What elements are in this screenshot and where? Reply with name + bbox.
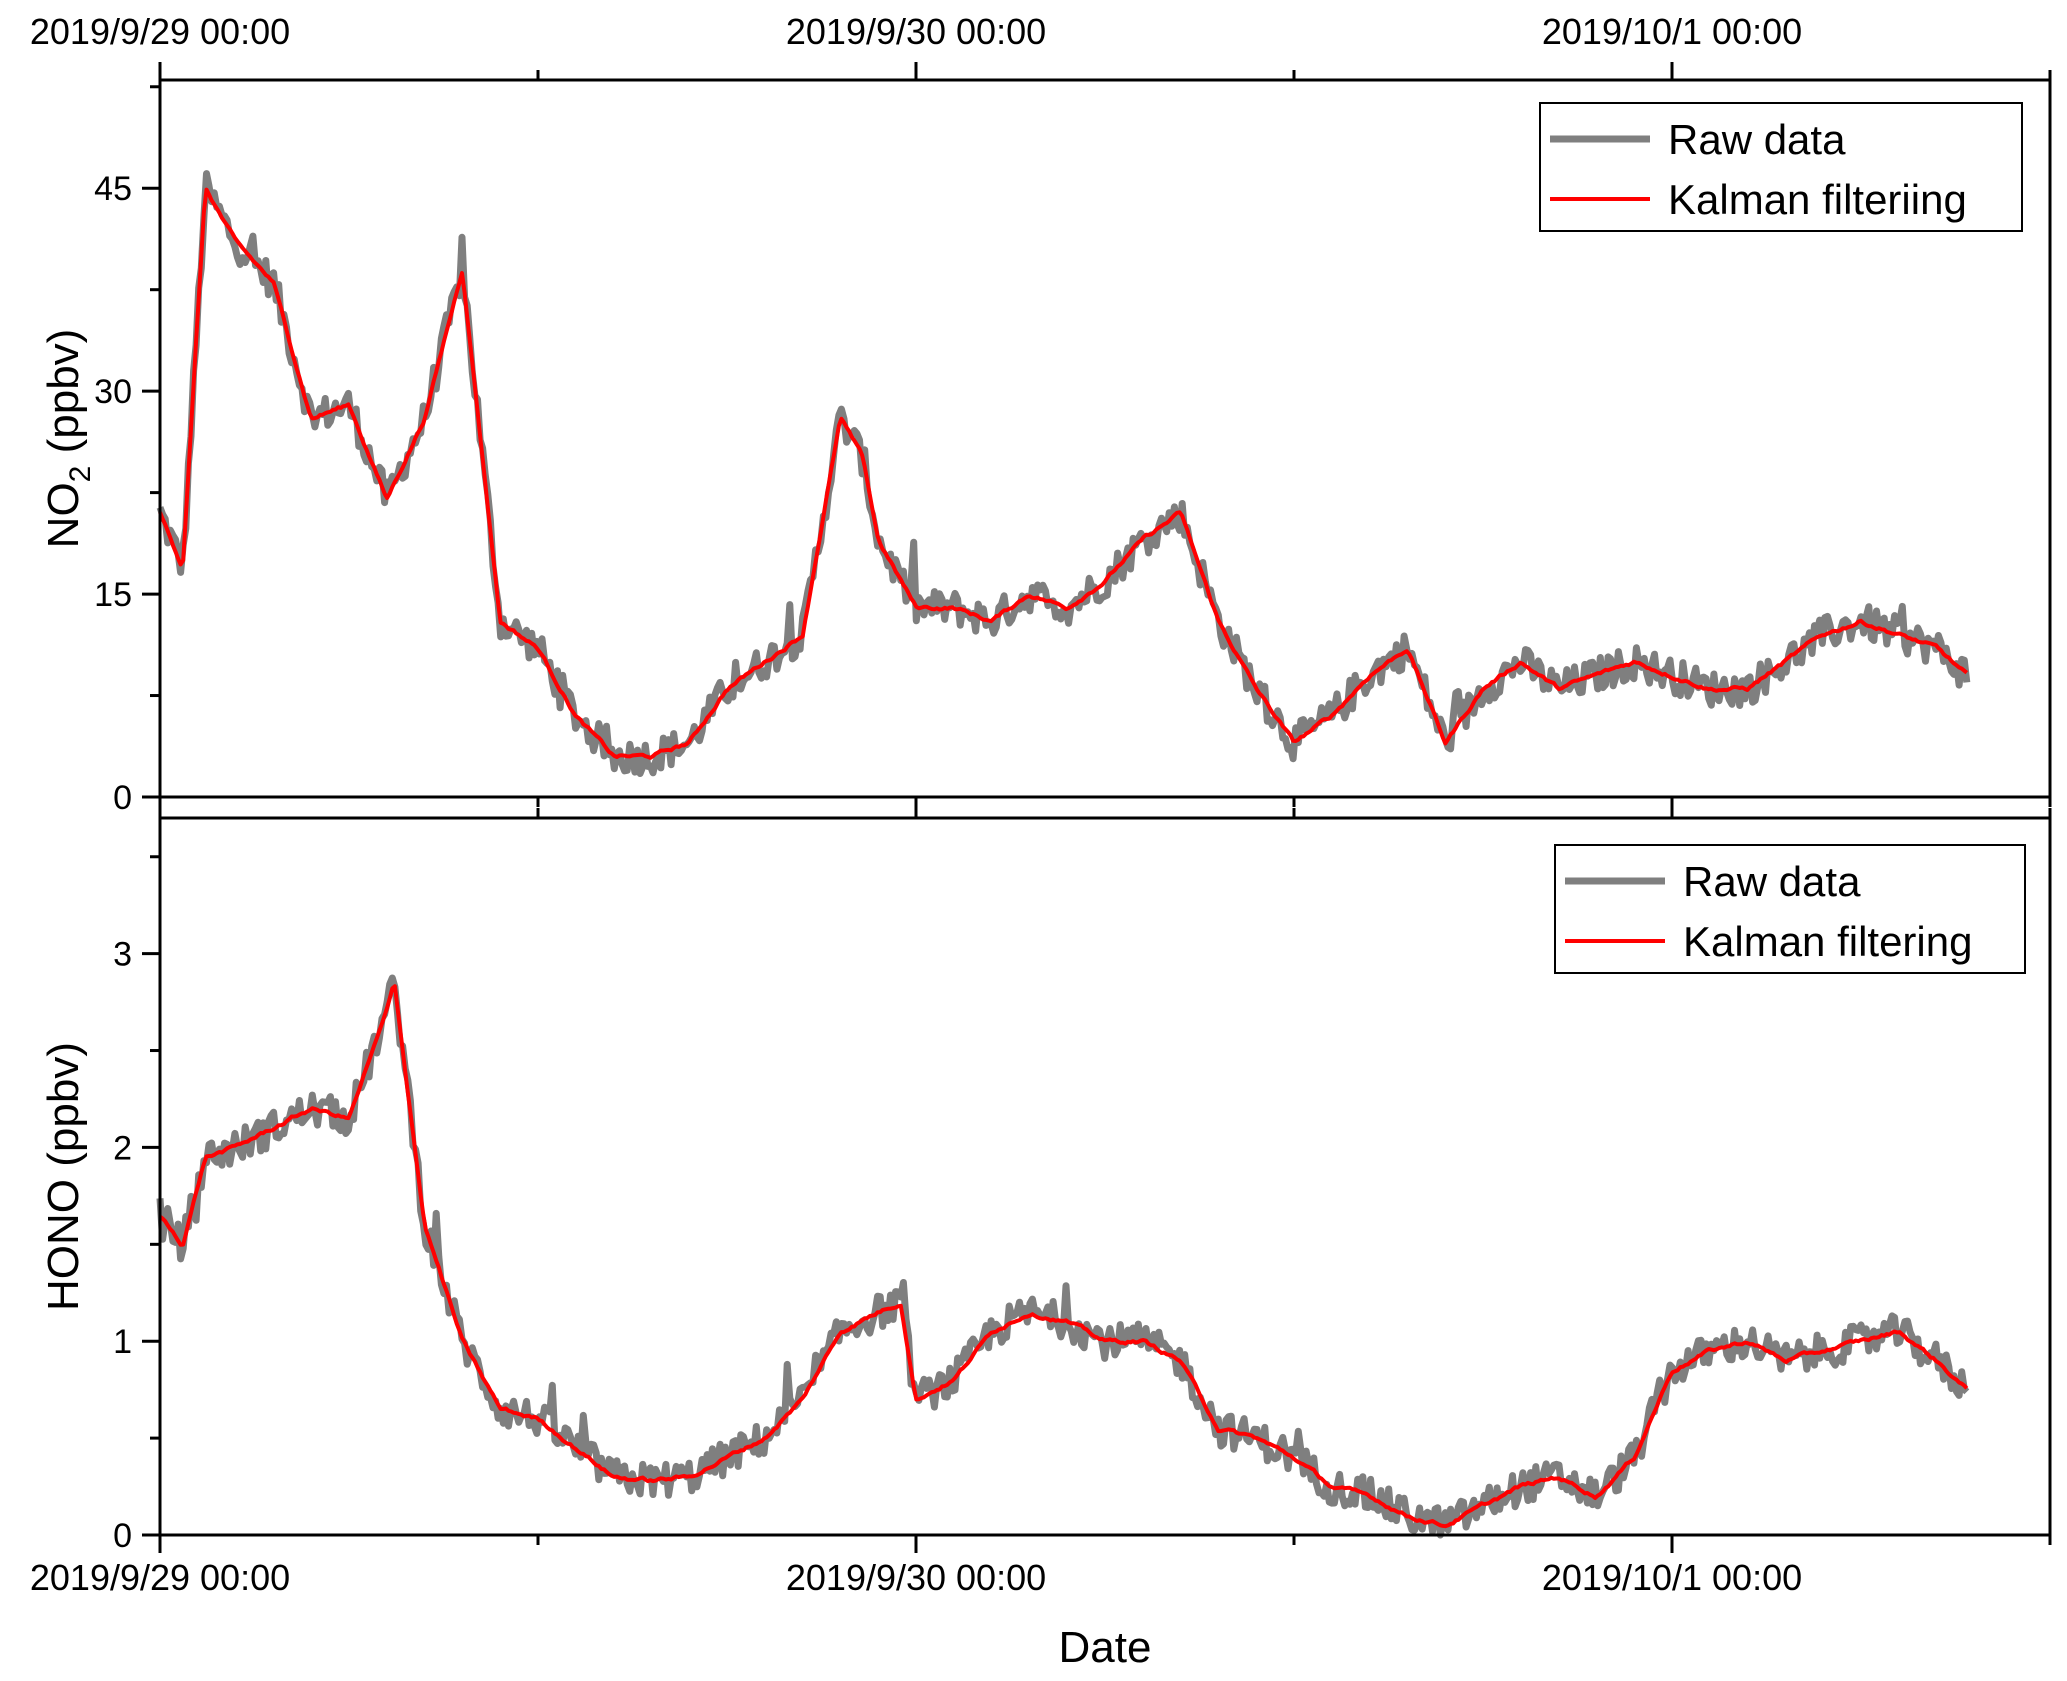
x-tick-label: 2019/9/29 00:00 [30, 1557, 290, 1598]
plot-frame [158, 816, 2052, 1537]
y-axis-label: HONO (ppbv) [39, 1042, 88, 1311]
x-tick-label-top: 2019/9/29 00:00 [30, 11, 290, 52]
y-tick-label: 1 [113, 1323, 132, 1361]
y-tick-label: 15 [94, 576, 132, 614]
legend-box [1554, 844, 2026, 974]
kalman-filtering-line [158, 984, 1969, 1529]
raw-data-line [156, 170, 1971, 777]
y-tick-label: 45 [94, 170, 132, 208]
panel-1: 0 15 30 45 NO2 (ppbv) Raw data Kalman filterii… [39, 62, 2052, 817]
raw-data-line [156, 974, 1970, 1539]
legend-label: Kalman filtering [1683, 918, 1972, 965]
legend: Raw data Kalman filtering [1554, 844, 2026, 974]
legend-label: Raw data [1683, 858, 1861, 905]
x-tick-label-top: 2019/9/30 00:00 [786, 11, 1046, 52]
panel-2: 0 1 2 3 HONO (ppbv) Raw data Kalman filtering [39, 800, 2052, 1555]
kalman-filtering-line [158, 187, 1969, 760]
x-axis-label: Date [1059, 1623, 1152, 1672]
y-tick-label: 2 [113, 1129, 132, 1167]
x-tick-label: 2019/9/30 00:00 [786, 1557, 1046, 1598]
y-axis-label: NO2 (ppbv) [39, 329, 97, 549]
y-tick-label: 0 [113, 1517, 132, 1555]
legend-label: Raw data [1668, 116, 1846, 163]
y-tick-label: 3 [113, 936, 132, 974]
y-tick-label: 30 [94, 373, 132, 411]
x-tick-label: 2019/10/1 00:00 [1542, 1557, 1802, 1598]
legend-box [1539, 102, 2023, 232]
legend: Raw data Kalman filteriing [1539, 102, 2023, 232]
legend-label: Kalman filteriing [1668, 176, 1967, 223]
x-tick-label-top: 2019/10/1 00:00 [1542, 11, 1802, 52]
plot-frame [158, 78, 2052, 799]
y-tick-label: 0 [113, 779, 132, 817]
